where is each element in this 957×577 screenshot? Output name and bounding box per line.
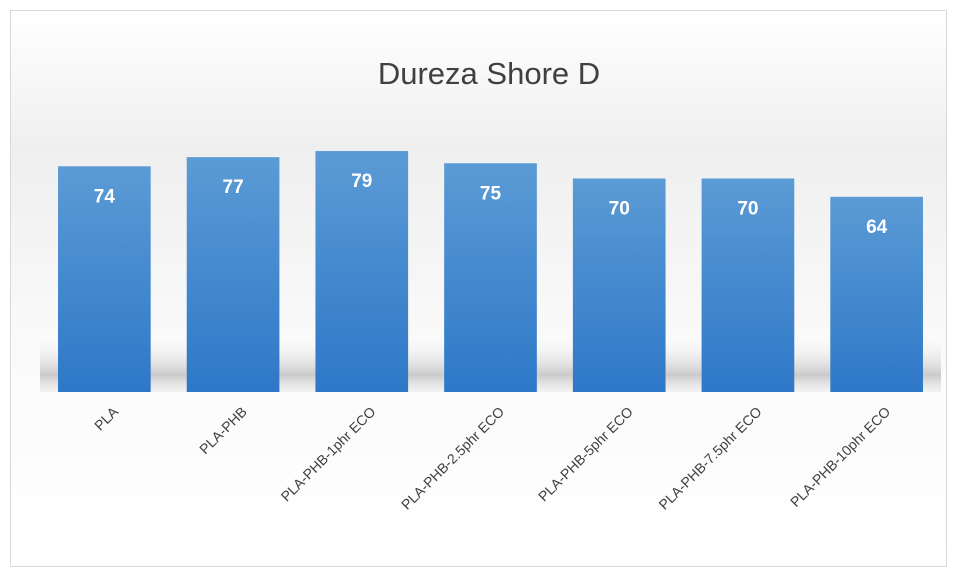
chart-title: Dureza Shore D [378,56,600,91]
bar [572,178,666,392]
data-label: 77 [223,177,244,198]
bar [186,157,280,392]
data-label: 70 [609,199,630,220]
data-label: 75 [480,183,502,204]
data-label: 64 [866,217,888,238]
data-label: 74 [94,186,116,207]
data-label: 79 [351,171,372,192]
bar [315,151,409,392]
bar [444,163,537,392]
bar [58,166,151,392]
bar [701,178,795,392]
bar [830,196,923,392]
data-label: 70 [737,199,758,220]
